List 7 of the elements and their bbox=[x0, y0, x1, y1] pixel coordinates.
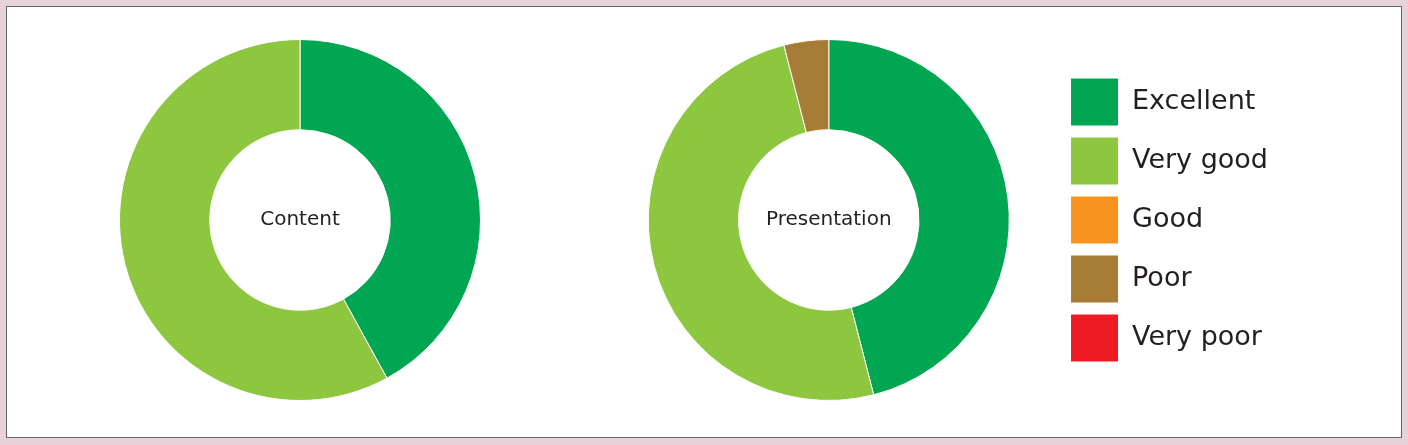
legend-label: Very good bbox=[1132, 143, 1269, 175]
legend-label: Poor bbox=[1132, 261, 1193, 293]
legend-label: Good bbox=[1132, 202, 1204, 234]
legend-label: Excellent bbox=[1132, 84, 1256, 116]
text: Content bbox=[260, 206, 340, 231]
legend-label: Very poor bbox=[1132, 320, 1263, 352]
text: Presentation bbox=[765, 206, 892, 231]
